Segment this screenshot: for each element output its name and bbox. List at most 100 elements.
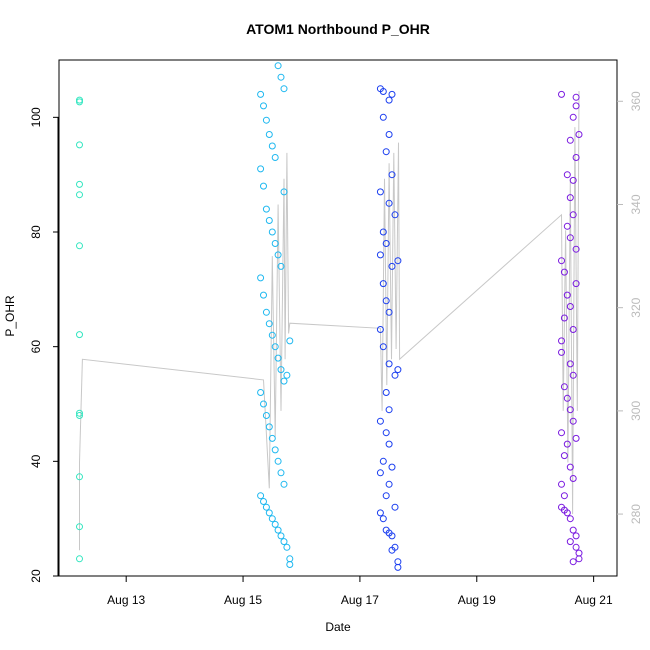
data-point-series-3-27: [376, 417, 384, 425]
data-point-series-4-11: [569, 211, 577, 219]
data-point-series-2-22: [265, 320, 273, 328]
data-point-series-4-20: [560, 314, 568, 322]
x-tick-label: Aug 13: [107, 593, 145, 607]
data-point-series-2-46: [283, 543, 291, 551]
data-point-series-4-37: [560, 492, 568, 500]
data-point-series-1-8: [76, 409, 83, 417]
data-point-series-2-26: [277, 366, 285, 374]
data-point-series-3-25: [382, 389, 390, 396]
data-point-series-4-25: [569, 371, 577, 379]
x-tick-label: Aug 21: [575, 593, 613, 607]
data-point-series-3-36: [376, 509, 384, 517]
data-point-series-3-21: [379, 343, 387, 351]
data-point-series-3-16: [394, 257, 402, 265]
data-point-series-4-32: [563, 440, 571, 448]
data-point-series-1-9: [76, 412, 83, 419]
data-point-series-4-21: [569, 326, 577, 333]
data-point-series-4-4: [569, 113, 577, 121]
data-point-series-2-29: [260, 400, 267, 408]
data-point-series-3-37: [379, 515, 387, 523]
data-point-series-1-12: [76, 555, 83, 563]
data-point-series-4-30: [558, 429, 565, 437]
data-point-series-4-1: [558, 90, 565, 98]
data-point-series-4-2: [572, 93, 580, 101]
data-point-series-1-10: [76, 473, 83, 481]
data-point-series-2-16: [274, 251, 282, 259]
data-point-series-2-13: [265, 217, 273, 224]
data-point-series-3-32: [376, 469, 384, 477]
data-point-series-1-11: [76, 523, 83, 531]
data-point-series-2-27: [280, 377, 288, 385]
data-point-series-3-5: [379, 113, 387, 121]
y-tick-label: 40: [29, 454, 43, 468]
data-point-series-3-7: [382, 148, 390, 156]
data-point-series-2-42: [271, 520, 279, 528]
data-point-series-4-8: [563, 171, 571, 179]
data-point-series-3-12: [379, 228, 387, 236]
data-point-series-2-14: [268, 228, 276, 236]
data-point-series-4-28: [566, 406, 574, 414]
data-point-series-2-18: [280, 188, 288, 196]
data-point-series-4-22: [558, 337, 565, 345]
data-point-series-3-11: [391, 211, 399, 219]
data-point-series-4-24: [566, 360, 574, 368]
data-point-series-2-37: [257, 492, 265, 500]
data-point-series-4-36: [558, 480, 565, 488]
data-point-series-2-48: [286, 561, 294, 568]
chart-title: ATOM1 Northbound P_OHR: [246, 21, 430, 37]
data-point-series-2-8: [277, 73, 285, 81]
data-point-series-4-6: [575, 131, 583, 138]
data-point-series-2-49: [283, 371, 291, 379]
data-point-series-3-8: [388, 171, 396, 179]
data-point-series-3-15: [388, 262, 396, 270]
y-axis-label: P_OHR: [3, 295, 17, 337]
data-point-series-3-40: [388, 532, 396, 540]
data-point-series-3-43: [394, 563, 402, 571]
y-tick-label: 60: [29, 340, 43, 354]
data-point-series-2-5: [268, 142, 276, 150]
data-point-series-2-44: [277, 532, 285, 540]
data-point-series-4-15: [558, 257, 565, 265]
data-point-series-4-13: [566, 234, 574, 242]
data-point-series-2-43: [274, 526, 282, 534]
data-point-series-2-28: [257, 389, 265, 396]
data-point-series-1-3: [76, 141, 83, 149]
data-point-series-2-33: [271, 446, 279, 454]
y2-tick-label: 320: [629, 297, 643, 317]
data-point-series-2-17: [277, 262, 285, 270]
y-tick-label: 100: [29, 107, 43, 127]
data-point-series-2-3: [262, 116, 270, 124]
data-point-series-4-46: [575, 549, 583, 557]
data-point-series-4-35: [569, 475, 577, 482]
secondary-series-line: [79, 90, 580, 551]
data-point-series-2-38: [260, 498, 267, 505]
data-point-series-2-9: [280, 85, 288, 93]
y-tick-label: 80: [29, 225, 43, 239]
data-point-series-2-50: [286, 337, 294, 345]
y2-tick-label: 340: [629, 194, 643, 214]
data-point-series-2-20: [260, 291, 267, 299]
y2-tick-label: 300: [629, 401, 643, 421]
data-point-series-4-18: [563, 291, 571, 299]
data-point-series-2-25: [274, 354, 282, 362]
data-point-series-4-45: [572, 543, 580, 551]
data-point-series-1-4: [76, 180, 83, 188]
data-point-series-3-6: [385, 131, 393, 138]
data-point-series-3-22: [385, 360, 393, 368]
data-point-series-2-24: [271, 343, 279, 351]
data-point-series-2-39: [262, 503, 270, 511]
x-axis-label: Date: [325, 620, 351, 634]
data-point-series-4-9: [569, 176, 577, 184]
data-point-series-4-27: [563, 394, 571, 402]
data-point-series-3-4: [388, 90, 396, 98]
data-point-series-3-35: [391, 503, 399, 511]
data-point-series-4-5: [566, 136, 574, 144]
data-point-series-2-41: [268, 515, 276, 523]
data-point-series-4-17: [572, 280, 580, 288]
data-point-series-4-33: [560, 452, 568, 460]
data-point-series-3-9: [376, 188, 384, 196]
data-point-series-4-41: [566, 515, 574, 523]
data-point-series-3-3: [385, 96, 393, 104]
data-point-series-3-31: [388, 463, 396, 471]
